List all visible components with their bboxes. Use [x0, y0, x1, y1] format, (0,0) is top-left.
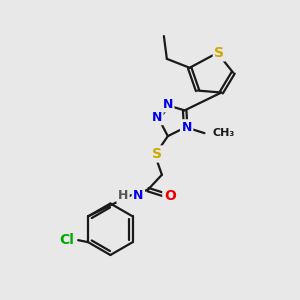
Text: N: N — [182, 121, 192, 134]
Text: O: O — [164, 189, 176, 202]
Text: H: H — [118, 189, 128, 202]
Text: Cl: Cl — [59, 233, 74, 247]
Text: N: N — [133, 189, 143, 202]
Text: CH₃: CH₃ — [212, 128, 235, 138]
Text: S: S — [152, 147, 162, 161]
Text: S: S — [214, 46, 224, 60]
Text: N: N — [152, 111, 162, 124]
Text: N: N — [163, 98, 173, 111]
